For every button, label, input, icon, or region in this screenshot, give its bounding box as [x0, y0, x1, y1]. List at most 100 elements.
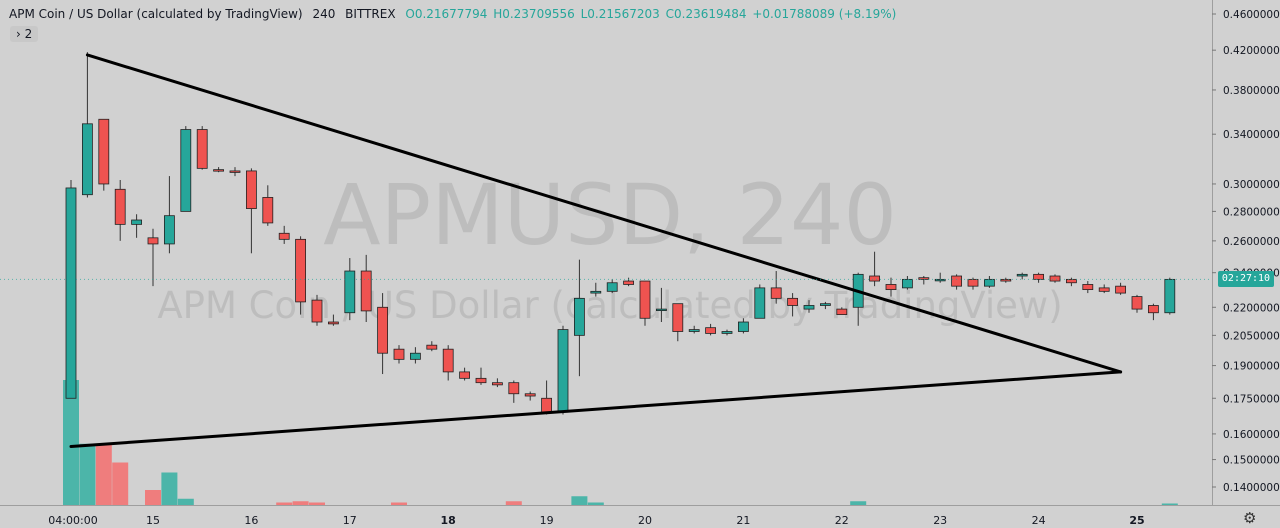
candle[interactable]	[705, 327, 716, 334]
candle[interactable]	[295, 238, 307, 303]
candle[interactable]	[557, 329, 569, 413]
change-value: +0.01788089 (+8.19%)	[752, 7, 897, 21]
candle[interactable]	[606, 282, 618, 292]
candle[interactable]	[262, 197, 274, 224]
candle[interactable]	[1082, 284, 1094, 291]
candle[interactable]	[278, 232, 290, 240]
volume-bar	[177, 498, 194, 505]
candle[interactable]	[180, 129, 192, 212]
candle[interactable]	[984, 278, 995, 287]
volume-bar	[391, 502, 407, 505]
candle[interactable]	[409, 352, 421, 360]
candle[interactable]	[885, 284, 897, 291]
candle[interactable]	[147, 237, 159, 245]
candle[interactable]	[688, 329, 700, 332]
candle[interactable]	[1148, 305, 1159, 314]
candle[interactable]	[491, 382, 503, 386]
candle[interactable]	[229, 170, 241, 173]
candle[interactable]	[344, 270, 356, 314]
candle[interactable]	[672, 303, 684, 332]
trendline[interactable]	[69, 370, 1123, 449]
symbol-title[interactable]: APM Coin / US Dollar (calculated by Trad…	[9, 7, 303, 21]
exchange-label: BITTREX	[345, 7, 396, 21]
candle[interactable]	[311, 299, 323, 323]
candle[interactable]	[131, 219, 143, 225]
candle[interactable]	[1033, 273, 1044, 280]
time-tick-label: 24	[1032, 514, 1046, 527]
time-tick-label: 25	[1129, 514, 1144, 527]
volume-bar	[63, 380, 79, 505]
candle[interactable]	[1098, 287, 1110, 292]
candle[interactable]	[721, 331, 733, 334]
candle[interactable]	[836, 308, 848, 315]
price-axis[interactable]	[1213, 0, 1280, 505]
candle[interactable]	[442, 348, 454, 373]
candle[interactable]	[360, 270, 372, 312]
indicators-toggle-button[interactable]: › 2	[10, 26, 39, 42]
candle[interactable]	[377, 306, 389, 354]
candle[interactable]	[114, 188, 126, 225]
volume-bar	[505, 501, 522, 505]
candle[interactable]	[590, 290, 602, 294]
candle[interactable]	[656, 308, 667, 311]
trendline[interactable]	[85, 53, 1123, 374]
candle[interactable]	[65, 187, 77, 399]
candle[interactable]	[1000, 278, 1012, 282]
candle[interactable]	[163, 215, 175, 245]
time-tick-label: 21	[736, 514, 750, 527]
candle[interactable]	[803, 305, 815, 310]
volume-bar	[850, 501, 867, 505]
candle[interactable]	[623, 280, 634, 285]
candle[interactable]	[426, 344, 438, 350]
time-tick-label: 16	[244, 514, 258, 527]
candle[interactable]	[1066, 278, 1077, 284]
volume-bar	[112, 462, 129, 505]
candle[interactable]	[1164, 278, 1176, 314]
candle[interactable]	[475, 377, 487, 384]
candle[interactable]	[639, 280, 651, 319]
candle[interactable]	[508, 382, 520, 395]
candle[interactable]	[82, 123, 93, 196]
candle[interactable]	[787, 297, 798, 306]
candle[interactable]	[574, 297, 585, 336]
volume-bar	[1161, 503, 1178, 505]
candle[interactable]	[770, 287, 782, 299]
open-value: O0.21677794	[405, 7, 488, 21]
time-tick-label: 22	[835, 514, 849, 527]
candle[interactable]	[524, 393, 536, 397]
candle[interactable]	[327, 321, 339, 325]
candle[interactable]	[918, 277, 930, 280]
candle[interactable]	[820, 303, 831, 306]
volume-bar	[95, 445, 112, 505]
time-tick-label: 20	[638, 514, 652, 527]
candle[interactable]	[869, 275, 880, 282]
volume-bar	[309, 502, 325, 505]
candle[interactable]	[1016, 273, 1028, 277]
volume-bar	[292, 501, 309, 505]
candle[interactable]	[459, 371, 471, 379]
candle[interactable]	[967, 278, 979, 287]
candle[interactable]	[98, 118, 110, 185]
candle[interactable]	[245, 170, 257, 209]
candle[interactable]	[754, 287, 766, 319]
interval-label[interactable]: 240	[312, 7, 336, 21]
candle[interactable]	[951, 275, 962, 287]
candle[interactable]	[1049, 275, 1061, 282]
candle[interactable]	[1115, 285, 1126, 294]
candle[interactable]	[738, 321, 749, 332]
symbol-header: APM Coin / US Dollar (calculated by Trad…	[9, 7, 902, 21]
candle[interactable]	[196, 129, 208, 169]
candle[interactable]	[541, 397, 552, 413]
settings-gear-icon[interactable]: ⚙	[1243, 509, 1257, 527]
candle[interactable]	[1131, 296, 1143, 310]
candle[interactable]	[393, 348, 405, 360]
candle[interactable]	[902, 278, 913, 289]
candle[interactable]	[213, 169, 225, 172]
